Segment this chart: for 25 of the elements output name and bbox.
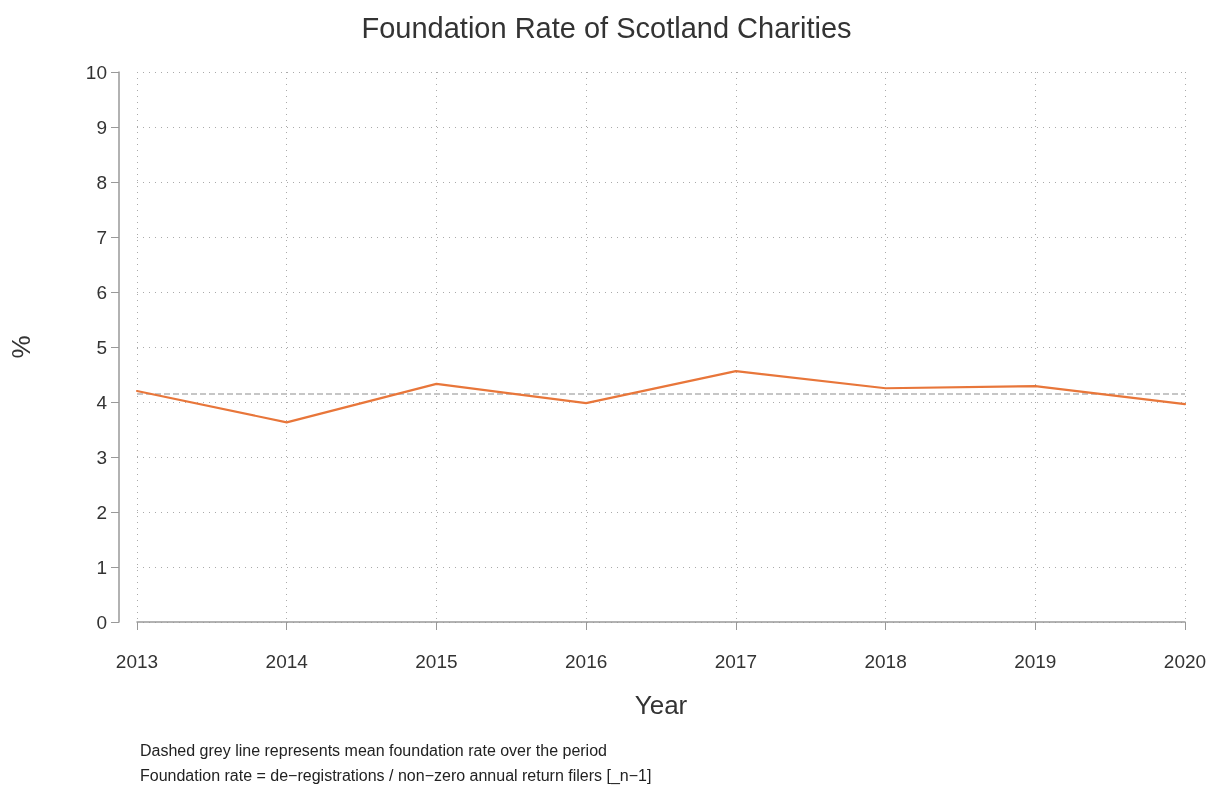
x-tick-label: 2014 <box>265 651 309 672</box>
y-tick-label: 0 <box>96 611 107 633</box>
x-tick-label: 2020 <box>1163 651 1207 672</box>
y-tick-label: 5 <box>96 336 107 358</box>
y-tick-label: 1 <box>96 556 107 578</box>
x-tick-label: 2013 <box>115 651 159 672</box>
y-tick-label: 10 <box>85 61 107 83</box>
y-tick-label: 8 <box>96 171 107 193</box>
y-tick-label: 7 <box>96 226 107 248</box>
y-tick-label: 4 <box>96 391 108 413</box>
y-tick-label: 3 <box>96 446 107 468</box>
x-tick-label: 2019 <box>1014 651 1057 672</box>
x-axis-title: Year <box>634 690 688 720</box>
x-tick-label: 2018 <box>864 651 907 672</box>
y-axis-title: % <box>6 335 36 359</box>
text: Dashed grey line represents mean foundation rate over the period <box>140 741 607 759</box>
y-tick-label: 9 <box>96 116 107 138</box>
y-tick-label: 2 <box>96 501 107 523</box>
x-tick-label: 2017 <box>714 651 757 672</box>
text: Foundation rate = de−registrations / non−zero annual return filers [_n−1] <box>140 766 652 785</box>
chart-title: Foundation Rate of Scotland Charities <box>361 11 852 44</box>
y-tick-label: 6 <box>96 281 107 303</box>
line-series <box>135 370 1187 424</box>
x-tick-label: 2015 <box>415 651 458 672</box>
x-tick-label: 2016 <box>565 651 608 672</box>
